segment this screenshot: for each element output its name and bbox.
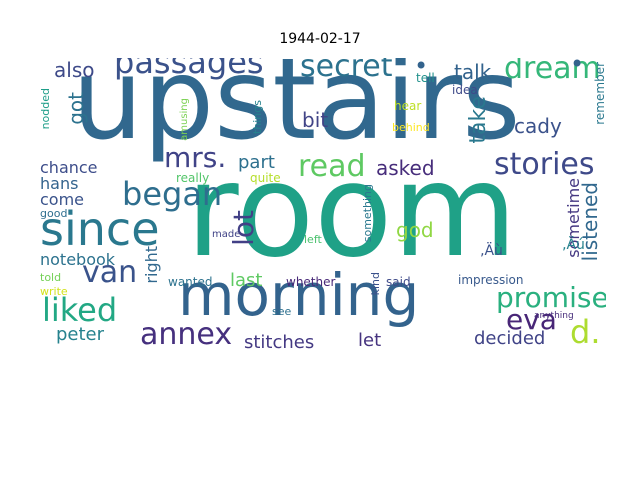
word-see: see	[272, 305, 292, 318]
word-quote-close: ‚Äù	[480, 243, 503, 259]
word-dot-2: •	[570, 58, 585, 78]
word-mrs: mrs.	[164, 141, 227, 174]
word-idea: idea	[452, 83, 478, 97]
word-decided: decided	[474, 328, 546, 349]
word-notebook: notebook	[40, 250, 116, 269]
word-peter: peter	[56, 324, 105, 345]
word-last: last	[230, 270, 263, 291]
word-upstairs: upstairs	[72, 58, 521, 165]
word-impression: impression	[458, 273, 524, 287]
word-hear: hear	[394, 99, 422, 113]
word-wanted: wanted	[168, 275, 213, 289]
word-said: said	[386, 275, 411, 289]
word-something: something	[361, 184, 374, 243]
word-take: take	[466, 96, 491, 144]
word-read: read	[298, 149, 366, 184]
word-cloud: upstairs room morning since passages sec…	[40, 58, 606, 355]
word-bit: bit	[302, 108, 329, 132]
word-whether: whether	[286, 275, 336, 289]
word-quite: quite	[250, 171, 281, 185]
word-stories: stories	[494, 147, 595, 182]
word-things: things	[251, 100, 264, 135]
word-kind: kind	[369, 272, 382, 296]
word-part: part	[238, 152, 275, 173]
word-promised: promised	[496, 281, 606, 314]
word-chance: chance	[40, 158, 98, 177]
word-told: told	[40, 271, 62, 284]
word-since: since	[40, 202, 160, 256]
word-behind: behind	[392, 121, 430, 134]
word-amusing: amusing	[179, 98, 190, 141]
word-stitches: stitches	[244, 332, 315, 353]
word-secret: secret	[300, 58, 393, 84]
chart-title: 1944-02-17	[279, 31, 361, 47]
word-dot-1: •	[414, 58, 429, 80]
word-passages: passages	[114, 58, 264, 81]
word-liked: liked	[42, 291, 118, 329]
word-made: made	[212, 229, 241, 240]
word-remember: remember	[593, 62, 606, 125]
word-began: began	[122, 175, 223, 213]
word-come: come	[40, 190, 85, 209]
word-write: write	[40, 285, 68, 298]
word-morning: morning	[178, 261, 420, 329]
word-also: also	[54, 58, 95, 82]
word-annex: annex	[140, 317, 233, 352]
word-really: really	[176, 171, 210, 185]
word-dream: dream	[504, 58, 601, 86]
word-left: left	[304, 233, 322, 246]
word-got: got	[64, 92, 88, 125]
word-hans: hans	[40, 174, 79, 193]
word-right: right	[142, 246, 161, 284]
word-god: god	[396, 218, 434, 242]
word-talk: talk	[454, 60, 492, 84]
word-room: room	[186, 137, 518, 286]
word-d: d.	[570, 313, 601, 351]
word-lot: lot	[227, 210, 260, 246]
word-eva: eva	[506, 303, 557, 336]
word-tell: tell	[416, 71, 435, 85]
word-cady: cady	[514, 114, 562, 138]
word-anything: anything	[534, 311, 574, 321]
word-nodded: nodded	[40, 88, 52, 130]
word-let: let	[358, 330, 382, 351]
word-quote-open: ‚Äú	[562, 237, 585, 253]
word-asked: asked	[376, 156, 435, 180]
word-van: van	[82, 255, 138, 290]
word-good: good	[40, 207, 68, 220]
